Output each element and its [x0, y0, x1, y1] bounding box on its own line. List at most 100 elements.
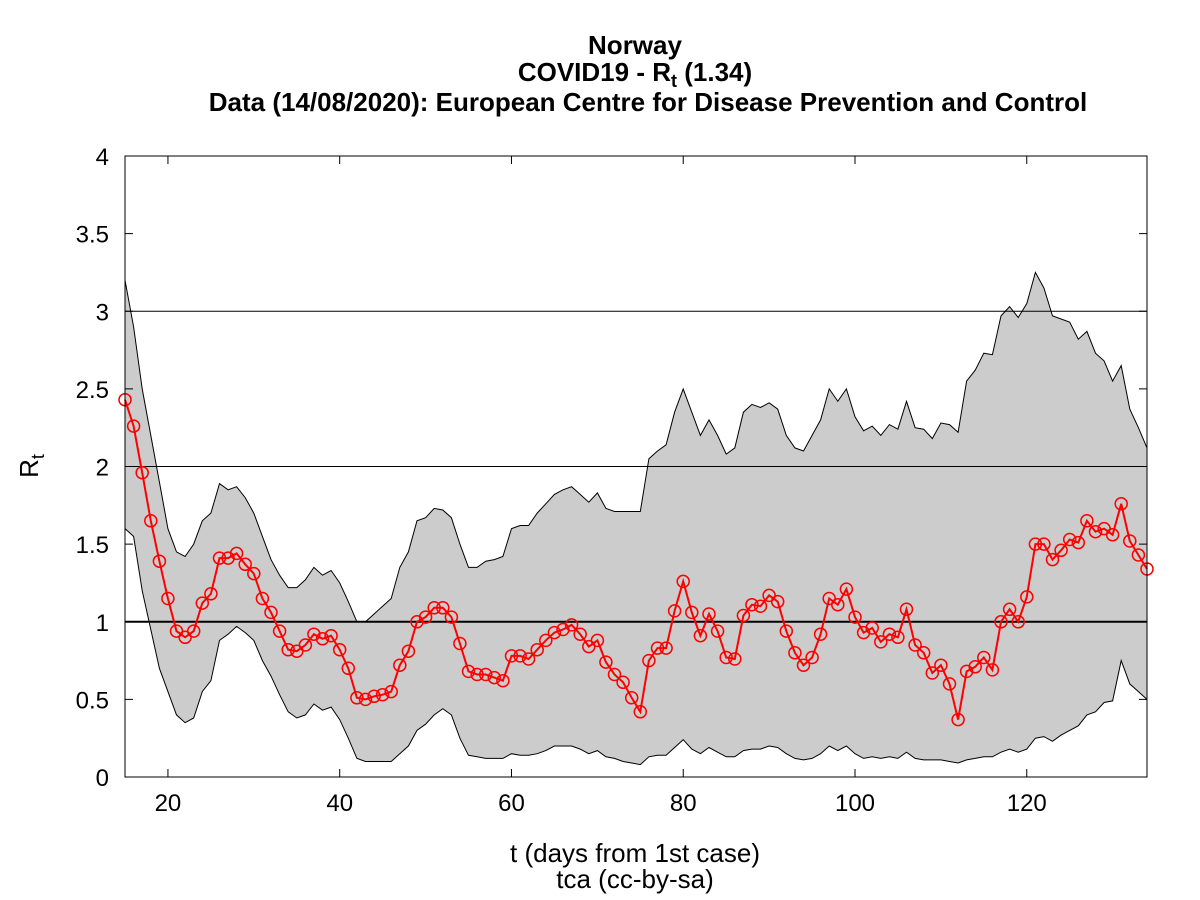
rt-point [685, 605, 699, 620]
rt-point [264, 605, 278, 620]
rt-point [925, 666, 940, 680]
rt-point [779, 624, 794, 638]
reference-lines-layer [125, 310, 1147, 623]
rt-point [650, 641, 665, 655]
y-tick-label: 0 [96, 765, 109, 792]
rt-point [144, 514, 158, 528]
rt-point [977, 650, 991, 665]
y-tick-label: 0.5 [76, 687, 109, 714]
x-tick-label: 20 [155, 790, 182, 817]
chart-title-metric-suffix: (1.34) [677, 57, 753, 87]
rt-point [1011, 615, 1025, 629]
rt-point [899, 602, 914, 617]
rt-point [848, 610, 862, 624]
rt-point [1105, 528, 1120, 542]
rt-point [229, 546, 244, 561]
x-tick-label: 120 [1007, 790, 1047, 817]
rt-point [788, 646, 802, 660]
rt-point [968, 660, 982, 674]
rt-point [916, 646, 931, 660]
rt-point [204, 587, 218, 601]
rt-point [375, 687, 390, 702]
rt-point [247, 566, 261, 581]
rt-point [487, 670, 502, 685]
rt-point [951, 712, 965, 727]
rt-point [384, 684, 398, 699]
rt-point [315, 632, 330, 646]
chart-title-metric: COVID19 - Rt (1.34) [35, 59, 1200, 90]
y-tick-label: 3 [96, 299, 109, 326]
rt-point [1131, 548, 1146, 562]
x-tick-label: 60 [498, 790, 525, 817]
rt-point [667, 604, 682, 618]
rt-series-line [124, 399, 1148, 720]
rt-point [1123, 534, 1137, 548]
rt-point [1028, 537, 1043, 551]
rt-point [478, 667, 493, 682]
rt-point [796, 658, 811, 672]
rt-point [341, 661, 356, 676]
confidence-band-layer [124, 271, 1148, 766]
rt-point [607, 667, 622, 682]
rt-point [831, 597, 845, 612]
rt-point [1037, 537, 1051, 551]
ticks-layer: 20 40 60 80 100 120 0 0.5 1 1.5 2 2.5 3 3.5 4 [76, 144, 1147, 817]
rt-point [590, 633, 605, 648]
rt-point [281, 642, 295, 657]
rt-point [401, 644, 416, 658]
rt-point [1045, 552, 1060, 567]
rt-point [1002, 602, 1017, 617]
rt-point [728, 652, 742, 666]
rt-point [564, 618, 579, 632]
rt-point [513, 649, 527, 663]
rt-point [753, 599, 768, 613]
rt-point [599, 655, 613, 669]
credit-label: tca (cc-by-sa) [556, 864, 714, 894]
rt-point [702, 607, 716, 621]
rt-point [1088, 524, 1103, 539]
x-tick-label: 40 [326, 790, 353, 817]
series-layer [118, 392, 1154, 727]
x-tick-label: 80 [670, 790, 697, 817]
rt-point [152, 554, 167, 568]
y-tick-label: 2 [96, 455, 109, 482]
rt-point [367, 689, 381, 704]
rt-point [332, 642, 347, 657]
rt-point [710, 624, 725, 638]
rt-point [521, 652, 536, 666]
rt-point [453, 636, 467, 651]
rt-point [891, 630, 905, 645]
band-upper-line [124, 271, 1148, 623]
y-tick-label: 1 [96, 610, 109, 637]
rt-point [719, 650, 733, 665]
rt-point [444, 610, 459, 624]
y-tick-label: 2.5 [76, 377, 109, 404]
rt-point [186, 624, 201, 638]
rt-point [1071, 535, 1086, 550]
confidence-band [125, 272, 1147, 765]
rt-point [547, 625, 562, 640]
rt-point [624, 691, 639, 705]
rt-point [1114, 497, 1128, 511]
x-tick-label: 100 [835, 790, 875, 817]
rt-point [418, 610, 433, 624]
rt-point [135, 465, 149, 480]
y-tick-label: 4 [96, 144, 109, 171]
rt-point [530, 642, 544, 657]
rt-point [770, 594, 785, 609]
rt-point [994, 615, 1008, 629]
rt-point [272, 624, 287, 638]
rt-point [805, 650, 819, 665]
rt-point [461, 664, 476, 679]
rt-point [1054, 543, 1068, 558]
rt-point [736, 608, 751, 623]
rt-point [161, 591, 175, 606]
y-axis-label-subscript: t [28, 454, 48, 459]
rt-point [350, 691, 364, 705]
band-lower-line [124, 528, 1148, 766]
rt-point [358, 692, 373, 707]
rt-point [659, 641, 673, 655]
rt-point [504, 649, 519, 663]
rt-point [298, 638, 313, 652]
